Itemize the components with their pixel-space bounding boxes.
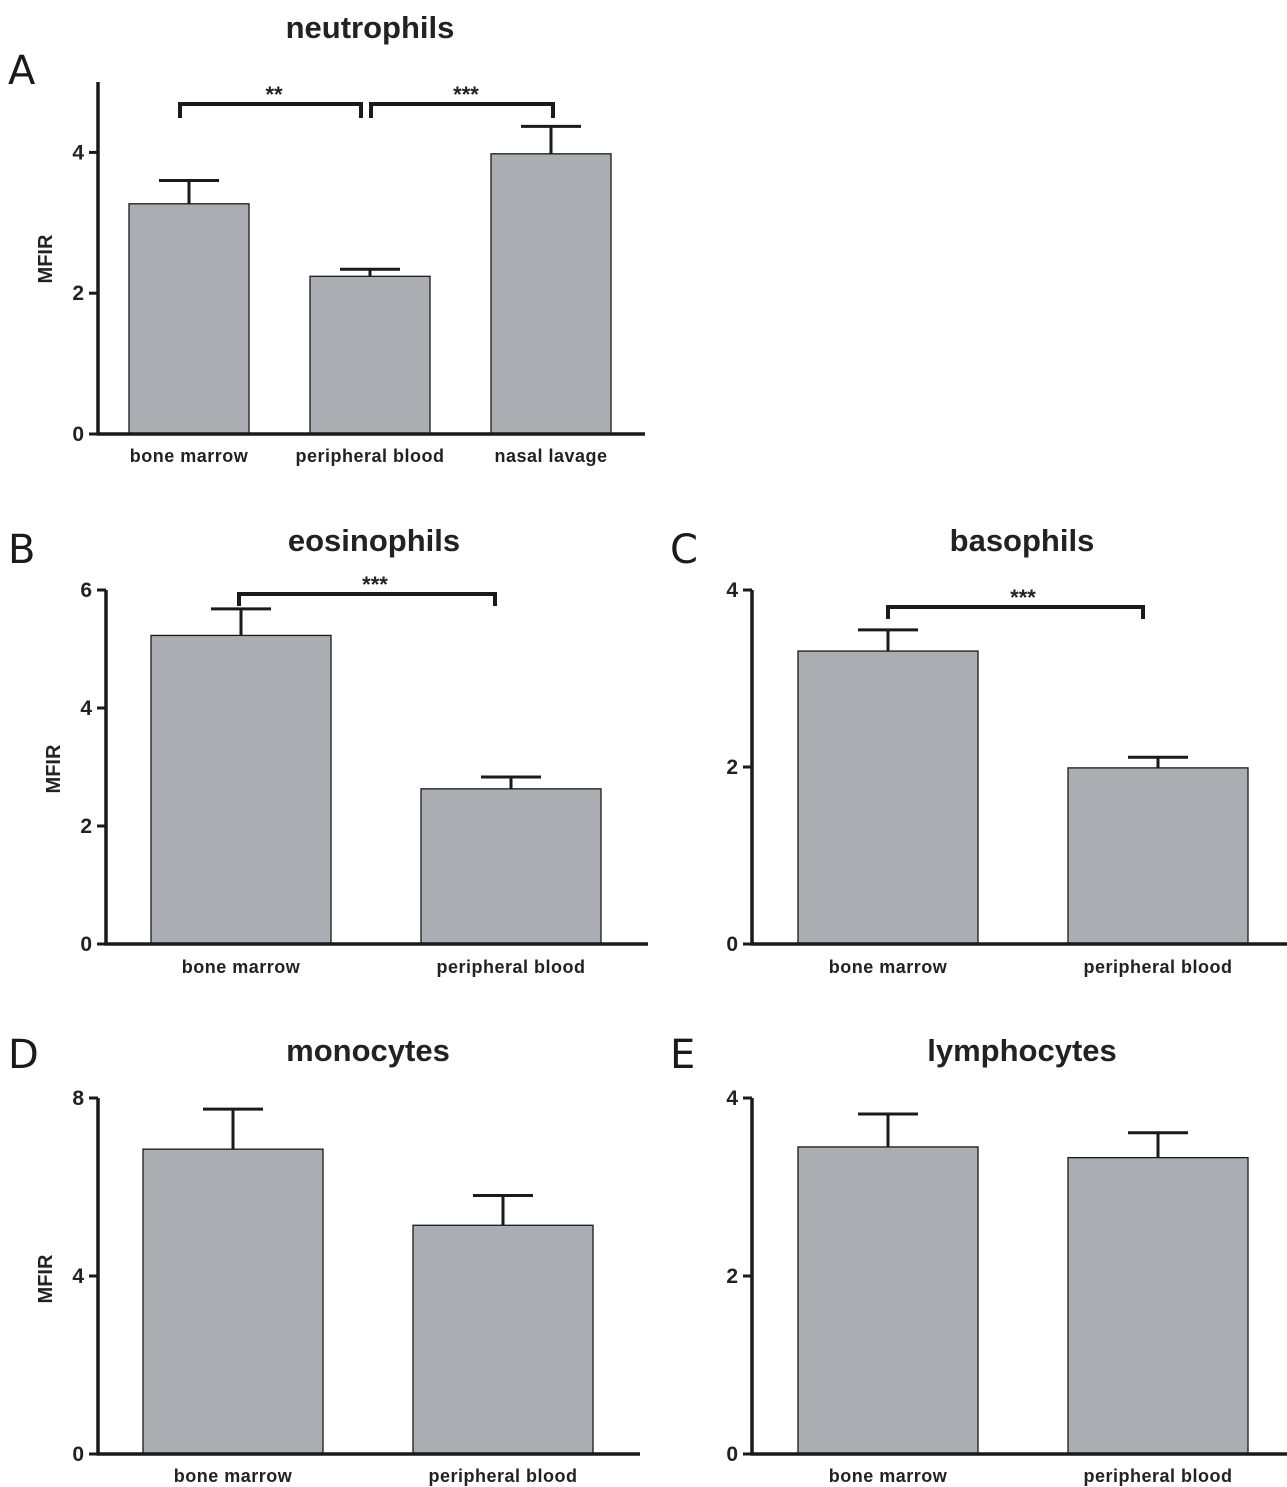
panel-c-title: basophils — [950, 523, 1095, 558]
panel-b-significance-label-0: *** — [362, 572, 388, 597]
panel-a-y-tick-label-1: 2 — [72, 282, 84, 305]
panel-d-category-label-0: bone marrow — [174, 1466, 293, 1486]
panel-d-y-axis-label: MFIR — [35, 1254, 57, 1303]
panel-d-y-tick-label-1: 4 — [72, 1265, 84, 1288]
panel-e-bar-1 — [1067, 1156, 1249, 1455]
panel-e-y-tick-label-1: 2 — [726, 1265, 738, 1288]
panel-b-category-label-1: peripheral blood — [436, 957, 585, 977]
panel-b-bar-0 — [150, 634, 332, 945]
panel-e-y-tick-label-0: 0 — [726, 1443, 738, 1466]
panel-d-y-tick-label-0: 0 — [72, 1443, 84, 1466]
panel-e-y-tick-label-2: 4 — [726, 1087, 738, 1110]
panel-c-bar-0 — [797, 650, 979, 945]
panel-b-y-tick-label-1: 2 — [80, 815, 92, 838]
panel-e-bar-0 — [797, 1146, 979, 1455]
panel-b-y-tick-label-3: 6 — [80, 579, 92, 602]
panel-e-category-label-1: peripheral blood — [1083, 1466, 1232, 1486]
panel-b-bar-1 — [420, 788, 602, 945]
panel-e-category-label-0: bone marrow — [829, 1466, 948, 1486]
panel-c-bar-1 — [1067, 767, 1249, 945]
panel-d-category-label-1: peripheral blood — [428, 1466, 577, 1486]
panel-a-y-tick-label-2: 4 — [72, 141, 84, 164]
panel-a-y-tick-label-0: 0 — [72, 423, 84, 446]
panel-d-title: monocytes — [286, 1033, 450, 1068]
panel-b-y-axis-label: MFIR — [43, 744, 65, 793]
panel-c-significance-label-0: *** — [1010, 585, 1036, 610]
panel-a-bar-2 — [490, 153, 612, 435]
panel-a-category-label-1: peripheral blood — [295, 446, 444, 466]
panel-a-significance-label-1: *** — [453, 82, 479, 107]
panel-a-significance-bracket-1 — [369, 102, 555, 118]
panel-b-title: eosinophils — [288, 523, 460, 558]
panel-c-category-label-1: peripheral blood — [1083, 957, 1232, 977]
panel-e-letter: E — [670, 1032, 695, 1078]
panel-a-significance-label-0: ** — [265, 82, 283, 107]
panel-b-significance-bracket-0 — [237, 592, 497, 606]
panel-a-category-label-2: nasal lavage — [494, 446, 607, 466]
panel-a-y-axis-label: MFIR — [35, 234, 57, 283]
panel-b-category-label-0: bone marrow — [182, 957, 301, 977]
panel-c-y-tick-label-2: 4 — [726, 579, 738, 602]
panel-c-y-tick-label-0: 0 — [726, 933, 738, 956]
panel-a-letter: A — [8, 48, 36, 94]
panel-d-bar-0 — [142, 1148, 324, 1455]
panel-d-bar-1 — [412, 1224, 594, 1455]
panel-b-y-tick-label-2: 4 — [80, 697, 92, 720]
panel-a-title: neutrophils — [286, 10, 455, 45]
panel-b-y-tick-label-0: 0 — [80, 933, 92, 956]
panel-a-bar-1 — [309, 275, 431, 435]
panel-e-title: lymphocytes — [927, 1033, 1117, 1068]
panel-d-letter: D — [8, 1032, 39, 1078]
panel-b-letter: B — [8, 527, 35, 573]
panel-c-category-label-0: bone marrow — [829, 957, 948, 977]
panel-d-y-tick-label-2: 8 — [72, 1087, 84, 1110]
panel-c-y-tick-label-1: 2 — [726, 756, 738, 779]
panel-a-category-label-0: bone marrow — [130, 446, 249, 466]
panel-a-bar-0 — [128, 203, 250, 435]
panel-a-significance-bracket-0 — [178, 102, 363, 118]
panel-c-significance-bracket-0 — [886, 605, 1145, 619]
panel-c-letter: C — [670, 527, 698, 573]
